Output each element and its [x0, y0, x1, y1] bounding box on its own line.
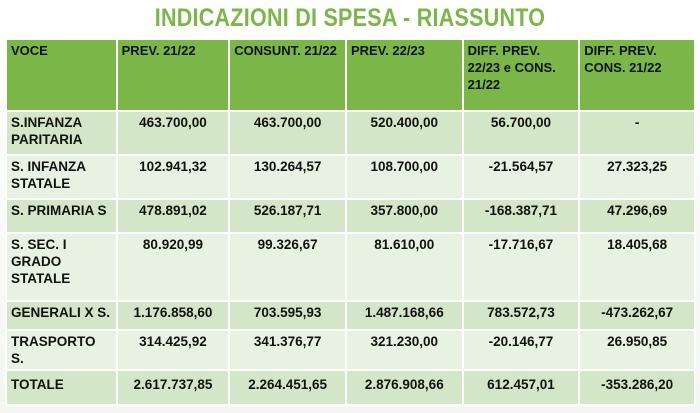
cell-voce: TOTALE	[5, 369, 118, 406]
cell-value: -168.387,71	[461, 198, 581, 234]
table-header-row: VOCE PREV. 21/22 CONSUNT. 21/22 PREV. 22…	[5, 38, 696, 112]
header-prev-22-23: PREV. 22/23	[344, 38, 464, 112]
header-prev-21-22: PREV. 21/22	[115, 38, 231, 112]
cell-value: 102.941,32	[115, 154, 231, 200]
cell-value: 1.176.858,60	[115, 300, 231, 331]
cell-value: 56.700,00	[461, 110, 581, 156]
table-row: S.INFANZA PARITARIA 463.700,00 463.700,0…	[5, 110, 696, 156]
header-voce: VOCE	[5, 38, 118, 112]
header-diff-prev-cons: DIFF. PREV. 22/23 e CONS. 21/22	[461, 38, 581, 112]
cell-value: 99.326,67	[228, 232, 347, 302]
cell-value: -20.146,77	[461, 329, 581, 371]
cell-value: 26.950,85	[578, 329, 696, 371]
cell-voce: TRASPORTO S.	[5, 329, 118, 371]
cell-value: 783.572,73	[461, 300, 581, 331]
cell-voce: S. SEC. I GRADO STATALE	[5, 232, 118, 302]
cell-value: 81.610,00	[344, 232, 464, 302]
header-consunt-21-22: CONSUNT. 21/22	[228, 38, 347, 112]
cell-value: 612.457,01	[461, 369, 581, 406]
cell-voce: S. INFANZA STATALE	[5, 154, 118, 200]
cell-voce: S. PRIMARIA S	[5, 198, 118, 234]
cell-value: 130.264,57	[228, 154, 347, 200]
cell-value: 2.876.908,66	[344, 369, 464, 406]
page-title: INDICAZIONI DI SPESA - RIASSUNTO	[154, 4, 546, 32]
cell-voce: GENERALI X S.	[5, 300, 118, 331]
header-diff-prev-cons-21-22: DIFF. PREV. CONS. 21/22	[578, 38, 696, 112]
cell-voce: S.INFANZA PARITARIA	[5, 110, 118, 156]
cell-value: 80.920,99	[115, 232, 231, 302]
cell-value: 463.700,00	[115, 110, 231, 156]
cell-value: 1.487.168,66	[344, 300, 464, 331]
cell-value: -17.716,67	[461, 232, 581, 302]
cell-value: 463.700,00	[228, 110, 347, 156]
spending-summary-table: VOCE PREV. 21/22 CONSUNT. 21/22 PREV. 22…	[5, 38, 696, 406]
cell-value: 703.595,93	[228, 300, 347, 331]
table-row: GENERALI X S. 1.176.858,60 703.595,93 1.…	[5, 300, 696, 331]
cell-value: 108.700,00	[344, 154, 464, 200]
cell-value: 321.230,00	[344, 329, 464, 371]
table-row-total: TOTALE 2.617.737,85 2.264.451,65 2.876.9…	[5, 369, 696, 406]
cell-value: 2.617.737,85	[115, 369, 231, 406]
cell-value: 314.425,92	[115, 329, 231, 371]
table-row: S. INFANZA STATALE 102.941,32 130.264,57…	[5, 154, 696, 200]
cell-value: -473.262,67	[578, 300, 696, 331]
table-row: S. SEC. I GRADO STATALE 80.920,99 99.326…	[5, 232, 696, 302]
cell-value: -353.286,20	[578, 369, 696, 406]
cell-value: -	[578, 110, 696, 156]
cell-value: 2.264.451,65	[228, 369, 347, 406]
cell-value: 478.891,02	[115, 198, 231, 234]
cell-value: 526.187,71	[228, 198, 347, 234]
cell-value: 47.296,69	[578, 198, 696, 234]
cell-value: 27.323,25	[578, 154, 696, 200]
cell-value: 18.405,68	[578, 232, 696, 302]
cell-value: 357.800,00	[344, 198, 464, 234]
table-row: S. PRIMARIA S 478.891,02 526.187,71 357.…	[5, 198, 696, 234]
table-row: TRASPORTO S. 314.425,92 341.376,77 321.2…	[5, 329, 696, 371]
cell-value: 341.376,77	[228, 329, 347, 371]
cell-value: -21.564,57	[461, 154, 581, 200]
cell-value: 520.400,00	[344, 110, 464, 156]
